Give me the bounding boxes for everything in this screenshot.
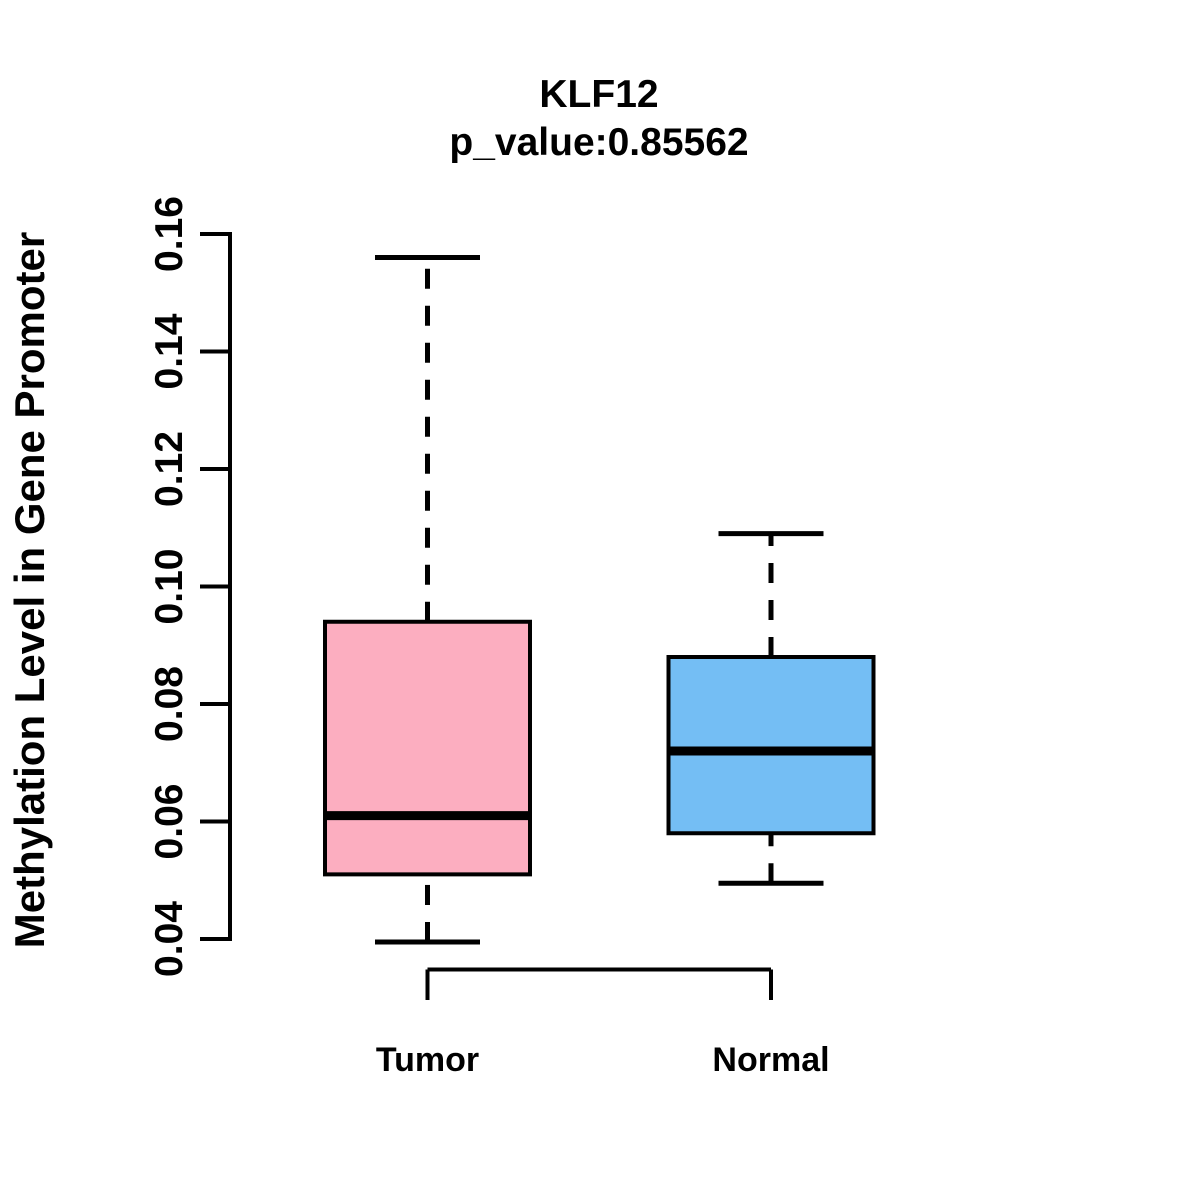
y-tick-label: 0.16 [148, 196, 191, 272]
y-tick-label: 0.12 [148, 431, 191, 507]
y-tick-label: 0.10 [148, 549, 191, 625]
plot-area: 0.04 0.06 0.08 0.10 0.12 0.14 0.16 Tumor Normal [148, 196, 876, 1079]
box-normal [666, 655, 876, 836]
chart-subtitle: p_value:0.85562 [449, 121, 748, 164]
x-group-label-tumor: Tumor [376, 1041, 479, 1079]
y-tick-label: 0.08 [148, 666, 191, 742]
y-tick-label: 0.14 [148, 313, 191, 389]
y-tick-label: 0.04 [148, 901, 191, 977]
y-tick-label: 0.06 [148, 784, 191, 860]
y-axis-label: Methylation Level in Gene Promoter [6, 232, 53, 948]
box-tumor [323, 619, 532, 877]
x-group-label-normal: Normal [712, 1041, 829, 1079]
chart-title: KLF12 [539, 73, 658, 116]
